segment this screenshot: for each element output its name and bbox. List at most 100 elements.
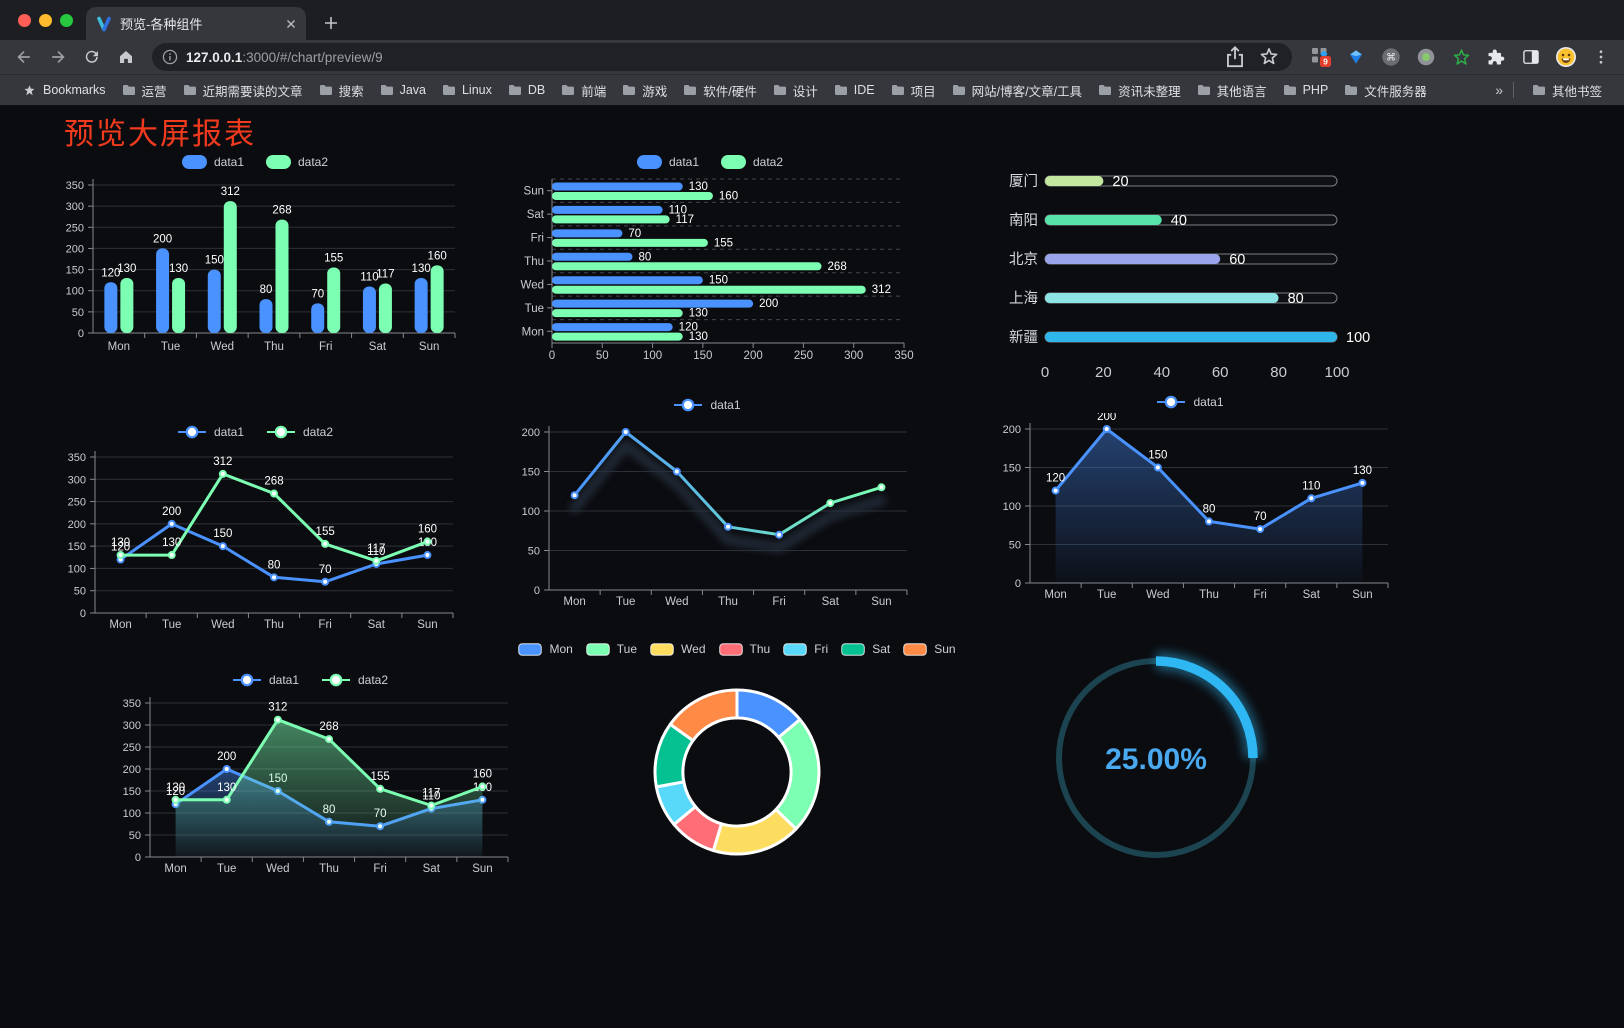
bookmark-folder-item[interactable]: 其他语言 <box>1189 78 1275 103</box>
minimize-window-button[interactable] <box>39 14 52 27</box>
legend-item[interactable]: data1 <box>177 425 244 439</box>
legend-label: Tue <box>616 642 638 656</box>
bookmark-folder-item[interactable]: 文件服务器 <box>1336 78 1435 103</box>
other-bookmarks-folder[interactable]: 其他书签 <box>1524 78 1610 103</box>
folder-icon <box>1345 85 1358 95</box>
svg-text:Thu: Thu <box>319 863 339 875</box>
bookmark-folder-label: IDE <box>853 83 875 97</box>
chart-progress-bars[interactable]: 厦门 20 南阳 40 北京 60 上海 80 新疆 100 0 20 40 60 80 100 <box>995 159 1387 394</box>
bookmark-folder-item[interactable]: 前端 <box>553 78 614 103</box>
svg-text:100: 100 <box>1346 330 1370 346</box>
svg-text:100: 100 <box>643 350 662 362</box>
legend-item[interactable]: data1 <box>636 155 699 169</box>
bookmark-folder-item[interactable]: Java <box>372 80 434 100</box>
folder-icon <box>1283 85 1296 95</box>
svg-text:150: 150 <box>522 467 540 479</box>
bookmark-star-icon[interactable] <box>1256 44 1282 70</box>
legend-item[interactable]: Mon <box>518 642 573 656</box>
reader-mode-icon[interactable] <box>1518 44 1544 70</box>
legend-label: data1 <box>268 673 299 687</box>
site-info-icon[interactable] <box>162 49 178 65</box>
legend-item[interactable]: data2 <box>721 155 783 169</box>
dashboard-page: 预览大屏报表 data1 data2 0 50 100 150 200 250 300 350 Mo… <box>0 105 1624 1028</box>
evernote-star-extension-icon[interactable] <box>1448 44 1474 70</box>
command-extension-icon[interactable]: ⌘ <box>1378 44 1404 70</box>
svg-text:70: 70 <box>319 564 332 576</box>
other-bookmarks-label: 其他书签 <box>1551 84 1602 99</box>
bookmark-folder-item[interactable]: Linux <box>434 80 500 100</box>
back-button[interactable] <box>10 43 38 71</box>
chart-line-gradient[interactable]: data1 0 50 100 150 200 Mon Tue Wed Thu Fri Sat Sun <box>497 394 917 619</box>
folder-icon <box>562 85 575 95</box>
legend-item[interactable]: data1 <box>181 155 244 169</box>
svg-text:Sat: Sat <box>822 596 840 608</box>
legend-item[interactable]: data2 <box>266 155 328 169</box>
extensions-puzzle-icon[interactable] <box>1483 44 1509 70</box>
svg-text:200: 200 <box>1003 424 1021 436</box>
bookmark-folder-item[interactable]: DB <box>500 80 553 100</box>
legend-swatch <box>1157 395 1186 409</box>
bookmark-folder-item[interactable]: 资讯未整理 <box>1090 78 1189 103</box>
browser-tab[interactable]: 预览-各种组件 <box>86 7 306 40</box>
folder-icon <box>891 85 904 95</box>
svg-text:0: 0 <box>534 585 540 597</box>
chart-area-blue[interactable]: data1 0 50 100 150 200 Mon Tue Wed Thu Fri Sat Sun 12… <box>980 391 1400 609</box>
legend-item[interactable]: data1 <box>673 398 741 412</box>
svg-text:Sun: Sun <box>419 341 439 353</box>
address-bar[interactable]: 127.0.0.1:3000/#/chart/preview/9 <box>152 43 1292 71</box>
chart-donut[interactable]: Mon Tue Wed Thu Fri Sat Sun <box>518 638 956 888</box>
bookmarks-manager-item[interactable]: Bookmarks <box>14 80 114 101</box>
chart-bar-vertical[interactable]: data1 data2 0 50 100 150 200 250 300 350 Mon Tue Wed… <box>45 151 465 366</box>
menu-kebab-icon[interactable] <box>1588 44 1614 70</box>
reload-button[interactable] <box>78 43 106 71</box>
legend-item[interactable]: Wed <box>650 642 706 656</box>
legend-item[interactable]: Fri <box>783 642 828 656</box>
svg-text:100: 100 <box>1003 501 1021 513</box>
bookmark-folder-item[interactable]: IDE <box>826 80 883 100</box>
legend-label: Fri <box>814 642 829 656</box>
bookmark-folder-item[interactable]: 搜索 <box>311 78 372 103</box>
svg-text:300: 300 <box>68 474 86 486</box>
bookmark-folder-item[interactable]: 近期需要读的文章 <box>175 78 311 103</box>
bookmark-folder-item[interactable]: 网站/博客/文章/工具 <box>944 78 1090 103</box>
chart-area-dual[interactable]: data1 data2 0 50 100 150 200 250 300 350 Mon Tue Wed… <box>100 669 520 889</box>
forward-button[interactable] <box>44 43 72 71</box>
legend-swatch <box>181 155 207 169</box>
chart-bar-horizontal[interactable]: data1 data2 0 50 100 150 200 250 300 350 Sun 130 160… <box>500 151 920 368</box>
legend-item[interactable]: data2 <box>266 425 333 439</box>
close-window-button[interactable] <box>18 14 31 27</box>
legend-item[interactable]: data2 <box>321 673 388 687</box>
bookmark-folder-item[interactable]: 项目 <box>883 78 944 103</box>
bookmark-folder-item[interactable]: 设计 <box>765 78 826 103</box>
tab-close-icon[interactable] <box>286 19 296 29</box>
svg-text:Fri: Fri <box>319 341 332 353</box>
url-text[interactable]: 127.0.0.1:3000/#/chart/preview/9 <box>186 49 383 65</box>
home-button[interactable] <box>112 43 140 71</box>
legend-item[interactable]: Sun <box>903 642 956 656</box>
bookmark-folder-item[interactable]: 软件/硬件 <box>675 78 764 103</box>
legend-item[interactable]: data1 <box>232 673 299 687</box>
svg-text:300: 300 <box>66 201 84 213</box>
bookmarks-overflow-chevron[interactable]: » <box>1495 82 1503 98</box>
new-tab-button[interactable] <box>318 10 344 36</box>
share-icon[interactable] <box>1222 44 1248 70</box>
gem-extension-icon[interactable] <box>1343 44 1369 70</box>
bookmark-folder-label: PHP <box>1302 83 1329 97</box>
svg-text:Sat: Sat <box>369 341 387 353</box>
bookmark-folder-item[interactable]: PHP <box>1275 80 1337 100</box>
svg-text:150: 150 <box>1148 450 1167 462</box>
legend-item[interactable]: Tue <box>585 642 638 656</box>
recorder-extension-icon[interactable] <box>1413 44 1439 70</box>
tab-manager-extension-icon[interactable]: 9 <box>1308 44 1334 70</box>
legend-item[interactable]: Sat <box>841 642 890 656</box>
chart-line-dual[interactable]: data1 data2 0 50 100 150 200 250 300 350 Mon Tue Wed… <box>45 421 465 646</box>
svg-text:Tue: Tue <box>525 303 544 315</box>
legend-item[interactable]: Thu <box>718 642 770 656</box>
zoom-window-button[interactable] <box>60 14 73 27</box>
bookmark-folder-item[interactable]: 游戏 <box>614 78 675 103</box>
bookmark-folder-item[interactable]: 运营 <box>114 78 175 103</box>
chart-gauge[interactable]: 25.00% <box>1026 641 1286 881</box>
svg-text:80: 80 <box>268 559 281 571</box>
profile-avatar-emoji[interactable] <box>1553 44 1579 70</box>
legend-item[interactable]: data1 <box>1156 395 1224 409</box>
